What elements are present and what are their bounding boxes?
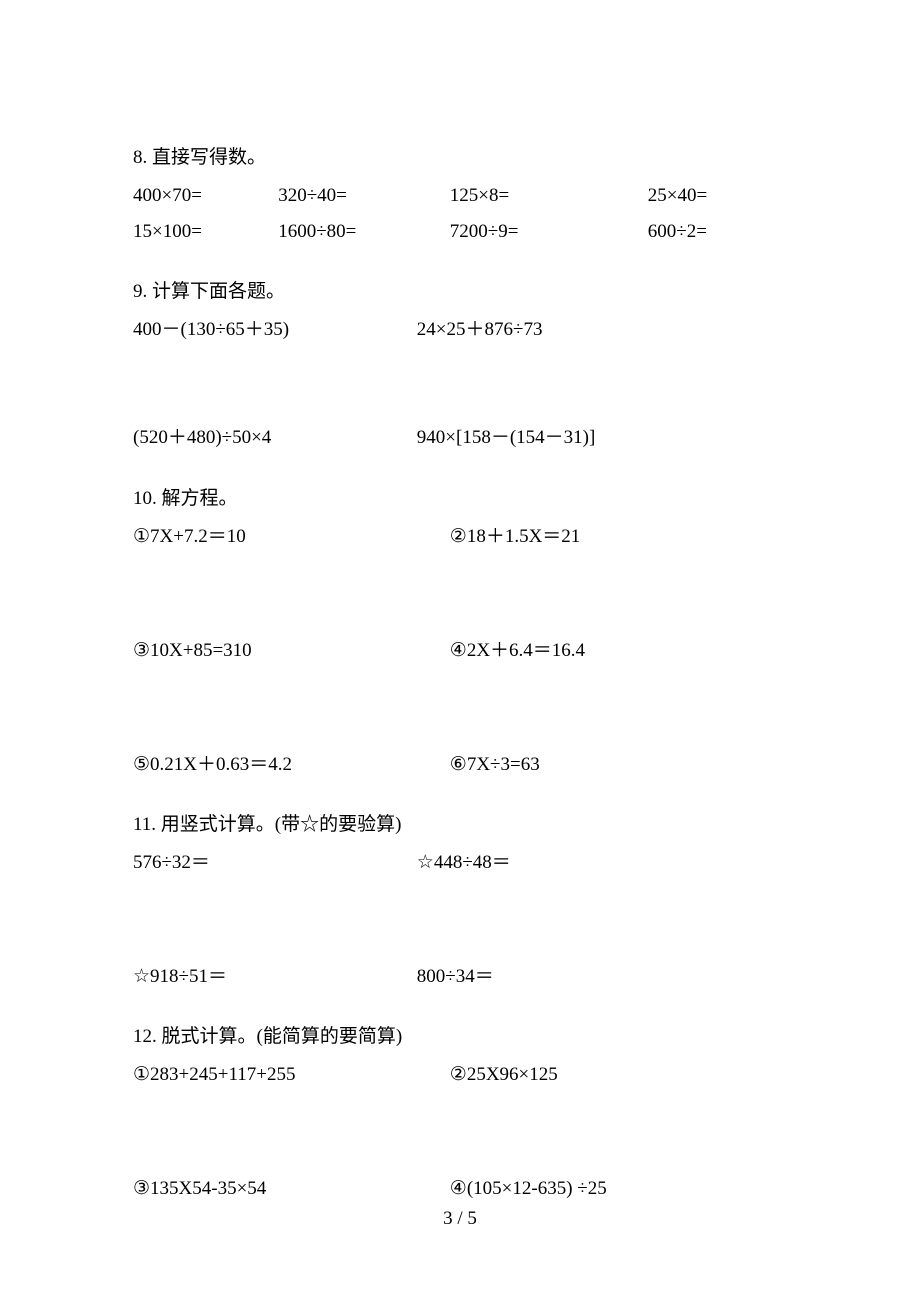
q10-cell: ③10X+85=310: [133, 633, 450, 669]
q11-row-1: 576÷32＝ ☆448÷48＝: [133, 845, 793, 881]
q9-cell: 400－(130÷65＋35): [133, 312, 417, 348]
q8-title: 8. 直接写得数。: [133, 140, 793, 176]
q11-cell: ☆448÷48＝: [417, 845, 511, 881]
q12-cell: ①283+245+117+255: [133, 1057, 450, 1093]
q8-cell: 400×70=: [133, 178, 278, 214]
q11-row-2: ☆918÷51＝ 800÷34＝: [133, 959, 793, 995]
q11-cell: 800÷34＝: [417, 959, 494, 995]
q12-cell: ③135X54-35×54: [133, 1171, 450, 1207]
q9-row-1: 400－(130÷65＋35) 24×25＋876÷73: [133, 312, 793, 348]
q8-cell: 600÷2=: [648, 214, 793, 250]
q11-title: 11. 用竖式计算。(带☆的要验算): [133, 807, 793, 843]
q12-row-1: ①283+245+117+255 ②25X96×125: [133, 1057, 793, 1093]
q9-row-2: (520＋480)÷50×4 940×[158－(154－31)]: [133, 420, 793, 456]
q10-cell: ⑤0.21X＋0.63＝4.2: [133, 747, 450, 783]
q10-row-1: ①7X+7.2＝10 ②18＋1.5X＝21: [133, 519, 793, 555]
q8-cell: 1600÷80=: [278, 214, 450, 250]
q12-row-2: ③135X54-35×54 ④(105×12-635) ÷25: [133, 1171, 793, 1207]
q9-cell: 940×[158－(154－31)]: [417, 420, 596, 456]
content: 8. 直接写得数。 400×70= 320÷40= 125×8= 25×40= …: [133, 140, 793, 1208]
q8-cell: 25×40=: [648, 178, 793, 214]
page-number: 3 / 5: [0, 1208, 920, 1230]
q9-cell: 24×25＋876÷73: [417, 312, 543, 348]
q8-cell: 320÷40=: [278, 178, 450, 214]
q8-row-2: 15×100= 1600÷80= 7200÷9= 600÷2=: [133, 214, 793, 250]
page: 8. 直接写得数。 400×70= 320÷40= 125×8= 25×40= …: [0, 0, 920, 1302]
q10-cell: ②18＋1.5X＝21: [450, 519, 581, 555]
q10-cell: ④2X＋6.4＝16.4: [450, 633, 585, 669]
q10-cell: ⑥7X÷3=63: [450, 747, 540, 783]
q10-cell: ①7X+7.2＝10: [133, 519, 450, 555]
q12-cell: ④(105×12-635) ÷25: [450, 1171, 607, 1207]
q10-title: 10. 解方程。: [133, 481, 793, 517]
q8-row-1: 400×70= 320÷40= 125×8= 25×40=: [133, 178, 793, 214]
q9-title: 9. 计算下面各题。: [133, 274, 793, 310]
q8-cell: 15×100=: [133, 214, 278, 250]
q11-cell: 576÷32＝: [133, 845, 417, 881]
q12-cell: ②25X96×125: [450, 1057, 558, 1093]
q10-row-3: ⑤0.21X＋0.63＝4.2 ⑥7X÷3=63: [133, 747, 793, 783]
q11-cell: ☆918÷51＝: [133, 959, 417, 995]
q8-cell: 7200÷9=: [450, 214, 648, 250]
q12-title: 12. 脱式计算。(能简算的要简算): [133, 1019, 793, 1055]
q8-cell: 125×8=: [450, 178, 648, 214]
q9-cell: (520＋480)÷50×4: [133, 420, 417, 456]
q10-row-2: ③10X+85=310 ④2X＋6.4＝16.4: [133, 633, 793, 669]
